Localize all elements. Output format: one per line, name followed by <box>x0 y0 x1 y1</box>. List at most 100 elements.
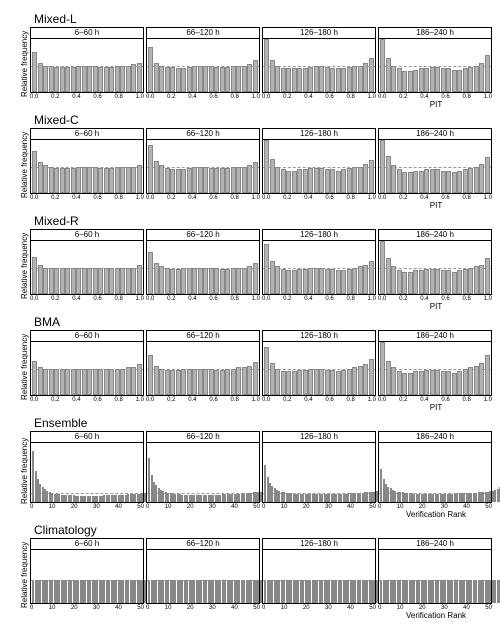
bar <box>104 67 109 92</box>
bar <box>308 369 313 396</box>
bar <box>109 168 114 193</box>
bar <box>330 269 335 294</box>
bar <box>87 369 92 396</box>
plot-area <box>378 241 492 295</box>
bar <box>435 269 440 294</box>
bar <box>363 364 368 395</box>
bar <box>479 265 484 294</box>
bar <box>419 171 424 193</box>
panel: 66–120 h01020304050 <box>146 538 260 611</box>
bars <box>379 342 491 395</box>
bar <box>413 70 418 92</box>
bar <box>126 367 131 395</box>
plot-area <box>30 241 144 295</box>
bar <box>165 168 170 193</box>
bar <box>65 168 70 193</box>
bar <box>330 370 335 395</box>
plot-area <box>146 550 260 604</box>
bar <box>386 156 391 193</box>
x-axis-ticks: 0.00.20.40.60.81.0 <box>378 295 492 302</box>
panel: 186–240 h01020304050 <box>378 538 492 611</box>
plot-area <box>262 443 376 503</box>
bar <box>485 55 490 92</box>
bar <box>330 169 335 193</box>
bars <box>147 140 259 193</box>
bar <box>281 68 286 92</box>
bar <box>154 366 159 395</box>
bar <box>220 67 225 92</box>
bar <box>209 369 214 396</box>
plot-area <box>30 443 144 503</box>
bar <box>308 268 313 295</box>
panel: 66–120 h0.00.20.40.60.81.0 <box>146 229 260 302</box>
bar <box>82 268 87 295</box>
bar <box>176 169 181 193</box>
bar <box>247 64 252 92</box>
bar <box>71 369 76 396</box>
bar <box>341 68 346 92</box>
bar <box>358 366 363 395</box>
plot-area <box>146 241 260 295</box>
bar <box>358 167 363 194</box>
bar <box>242 66 247 93</box>
x-axis-ticks: 0.00.20.40.60.81.0 <box>146 194 260 201</box>
bar <box>413 171 418 193</box>
bar <box>76 268 81 295</box>
bar <box>441 171 446 193</box>
panel-strip: 126–180 h <box>262 330 376 342</box>
bar <box>424 68 429 92</box>
bar <box>419 371 424 395</box>
panel-strip: 66–120 h <box>146 128 260 140</box>
bar <box>441 68 446 92</box>
bar <box>253 60 258 92</box>
bar <box>231 66 236 93</box>
panel-strip: 66–120 h <box>146 538 260 550</box>
panel: 186–240 h0.00.20.40.60.81.0 <box>378 229 492 302</box>
panel: 126–180 h01020304050 <box>262 431 376 510</box>
bar <box>297 169 302 193</box>
bar <box>397 371 402 395</box>
bar <box>463 269 468 294</box>
bar <box>137 265 142 294</box>
bar <box>408 71 413 92</box>
bar <box>154 263 159 294</box>
bar <box>264 140 269 193</box>
bar <box>319 268 324 295</box>
bar <box>192 167 197 194</box>
bar <box>148 145 153 193</box>
bar <box>236 367 241 395</box>
bar <box>176 68 181 92</box>
panel: 6–60 h0.00.20.40.60.81.0 <box>30 229 144 302</box>
bar <box>242 268 247 295</box>
panel-strip: 66–120 h <box>146 431 260 443</box>
bar <box>137 165 142 193</box>
plot-area <box>30 39 144 93</box>
bar <box>32 257 37 294</box>
bar <box>275 369 280 396</box>
group-title: Mixed-C <box>34 113 494 127</box>
bars <box>31 241 143 294</box>
bar <box>485 157 490 193</box>
bar <box>402 272 407 294</box>
bar <box>452 70 457 92</box>
bar <box>463 169 468 193</box>
bar <box>424 269 429 294</box>
bar <box>60 268 65 295</box>
bar <box>419 68 424 92</box>
bar <box>198 66 203 93</box>
bar <box>325 67 330 92</box>
bar <box>225 369 230 396</box>
panel: 126–180 h01020304050 <box>262 538 376 611</box>
bar <box>325 169 330 193</box>
bar <box>485 355 490 395</box>
bar <box>192 369 197 396</box>
bar <box>330 68 335 92</box>
panel-strip: 126–180 h <box>262 431 376 443</box>
bar <box>192 66 197 93</box>
bar <box>341 270 346 294</box>
bar <box>457 270 462 294</box>
bar <box>115 369 120 396</box>
plot-area <box>378 39 492 93</box>
bar <box>71 168 76 193</box>
group-bma: BMARelative frequency6–60 h0.00.20.40.60… <box>6 315 494 412</box>
